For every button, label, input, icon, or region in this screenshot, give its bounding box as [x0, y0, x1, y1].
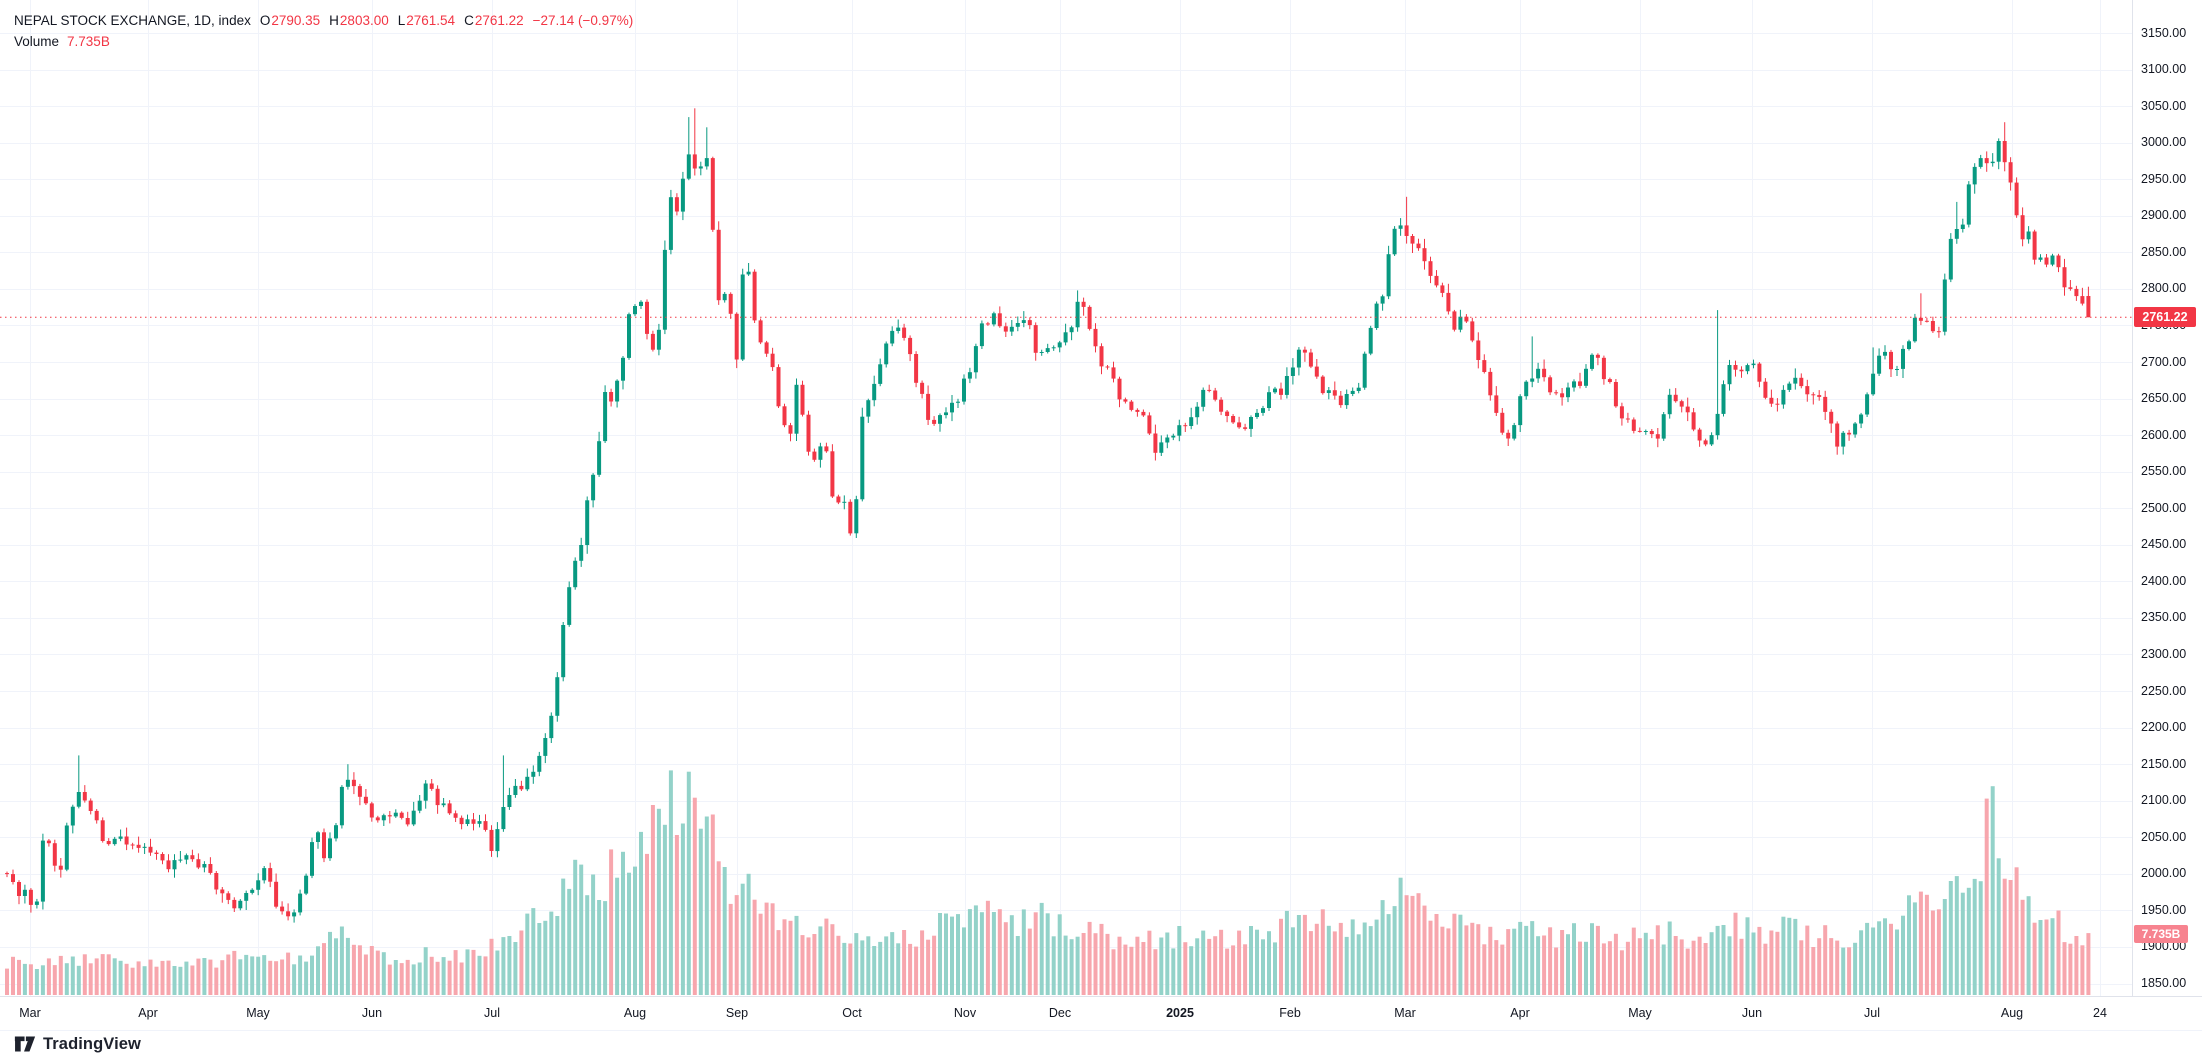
tradingview-logo[interactable]: TradingView [14, 1035, 141, 1054]
price-tick-label: 2250.00 [2141, 683, 2187, 698]
time-tick-label: Mar [1394, 1006, 1416, 1020]
volume-value: 7.735B [67, 34, 110, 49]
price-tick-label: 2000.00 [2141, 866, 2187, 881]
chart-plot-area[interactable]: NEPAL STOCK EXCHANGE, 1D, index O2790.35 H… [0, 0, 2132, 996]
price-tick-label: 2150.00 [2141, 756, 2187, 771]
time-tick-label: Jun [1741, 1006, 1763, 1020]
time-tick-label: Mar [19, 1006, 41, 1020]
price-tick-label: 1850.00 [2141, 976, 2187, 990]
price-tick-label: 2300.00 [2141, 646, 2187, 661]
symbol-title[interactable]: NEPAL STOCK EXCHANGE, 1D, index [14, 13, 251, 28]
time-tick-label: May [1628, 1006, 1652, 1020]
time-tick-label: Aug [2000, 1006, 2024, 1020]
price-tick-label: 2600.00 [2141, 427, 2187, 442]
price-tick-label: 2800.00 [2141, 281, 2187, 296]
footer: TradingView [14, 1033, 141, 1055]
legend-row-symbol: NEPAL STOCK EXCHANGE, 1D, index O2790.35 H… [14, 10, 633, 31]
time-tick-label: Oct [842, 1006, 862, 1020]
legend-ohlc-item: H2803.00 [329, 13, 389, 28]
volume-histogram [5, 770, 2091, 995]
time-tick-label: Nov [953, 1006, 977, 1020]
legend-row-volume: Volume 7.735B [14, 31, 633, 52]
legend-ohlc-item: L2761.54 [397, 13, 456, 28]
time-axis[interactable]: Mar Apr May Jun Jul Aug Sep Oct Nov Dec 2025 Feb Mar… [0, 996, 2202, 1031]
candlestick-chart [0, 0, 2132, 996]
last-price-badge: 2761.22 [2134, 307, 2196, 328]
time-tick-label: May [246, 1006, 270, 1020]
volume-label[interactable]: Volume [14, 34, 60, 49]
price-tick-label: 2050.00 [2141, 829, 2187, 844]
price-tick-label: 2450.00 [2141, 537, 2187, 552]
price-tick-label: 3100.00 [2141, 62, 2187, 77]
tradingview-logo-text: TradingView [43, 1034, 141, 1053]
price-tick-label: 2200.00 [2141, 720, 2187, 735]
time-tick-label: Feb [1279, 1006, 1301, 1020]
price-tick-label: 2950.00 [2141, 171, 2187, 186]
price-tick-label: 2850.00 [2141, 244, 2187, 259]
candles-layer [5, 108, 2091, 923]
time-tick-label: Sep [725, 1006, 749, 1020]
legend-ohlc-item: C2761.22 [464, 13, 524, 28]
price-tick-label: 2500.00 [2141, 500, 2187, 515]
price-tick-label: 3000.00 [2141, 135, 2187, 150]
time-tick-label: Jul [484, 1006, 500, 1020]
price-tick-label: 2700.00 [2141, 354, 2187, 369]
price-axis[interactable]: 2761.22 7.735B 3150.00 3100.00 3050.00 3000… [2132, 0, 2202, 996]
price-tick-label: 2400.00 [2141, 573, 2187, 588]
time-tick-label: Aug [623, 1006, 647, 1020]
time-tick-label: Dec [1048, 1006, 1072, 1020]
legend-ohlc-values: O2790.35 H2803.00 L2761.54 C2761.22 [251, 13, 524, 28]
time-tick-label: Jul [1864, 1006, 1880, 1020]
time-tick-label: 2025 [1166, 1006, 1194, 1020]
legend-ohlc-item: O2790.35 [259, 13, 321, 28]
price-tick-label: 3150.00 [2141, 25, 2187, 40]
price-tick-label: 2650.00 [2141, 391, 2187, 406]
price-tick-label: 2350.00 [2141, 610, 2187, 625]
grid-layer [0, 0, 2132, 996]
price-tick-label: 1950.00 [2141, 902, 2187, 917]
last-volume-badge: 7.735B [2134, 925, 2188, 943]
time-tick-label: Jun [361, 1006, 383, 1020]
chart-legend: NEPAL STOCK EXCHANGE, 1D, index O2790.35 H… [14, 10, 633, 52]
time-tick-label: 24 [2093, 1006, 2107, 1020]
legend-change: −27.14 (−0.97%) [532, 13, 634, 28]
time-tick-label: Apr [138, 1006, 158, 1020]
time-tick-label: Apr [1510, 1006, 1530, 1020]
tradingview-logo-icon [14, 1036, 36, 1052]
price-tick-label: 2900.00 [2141, 208, 2187, 223]
price-tick-label: 2550.00 [2141, 464, 2187, 479]
price-tick-label: 2100.00 [2141, 793, 2187, 808]
price-tick-label: 3050.00 [2141, 98, 2187, 113]
